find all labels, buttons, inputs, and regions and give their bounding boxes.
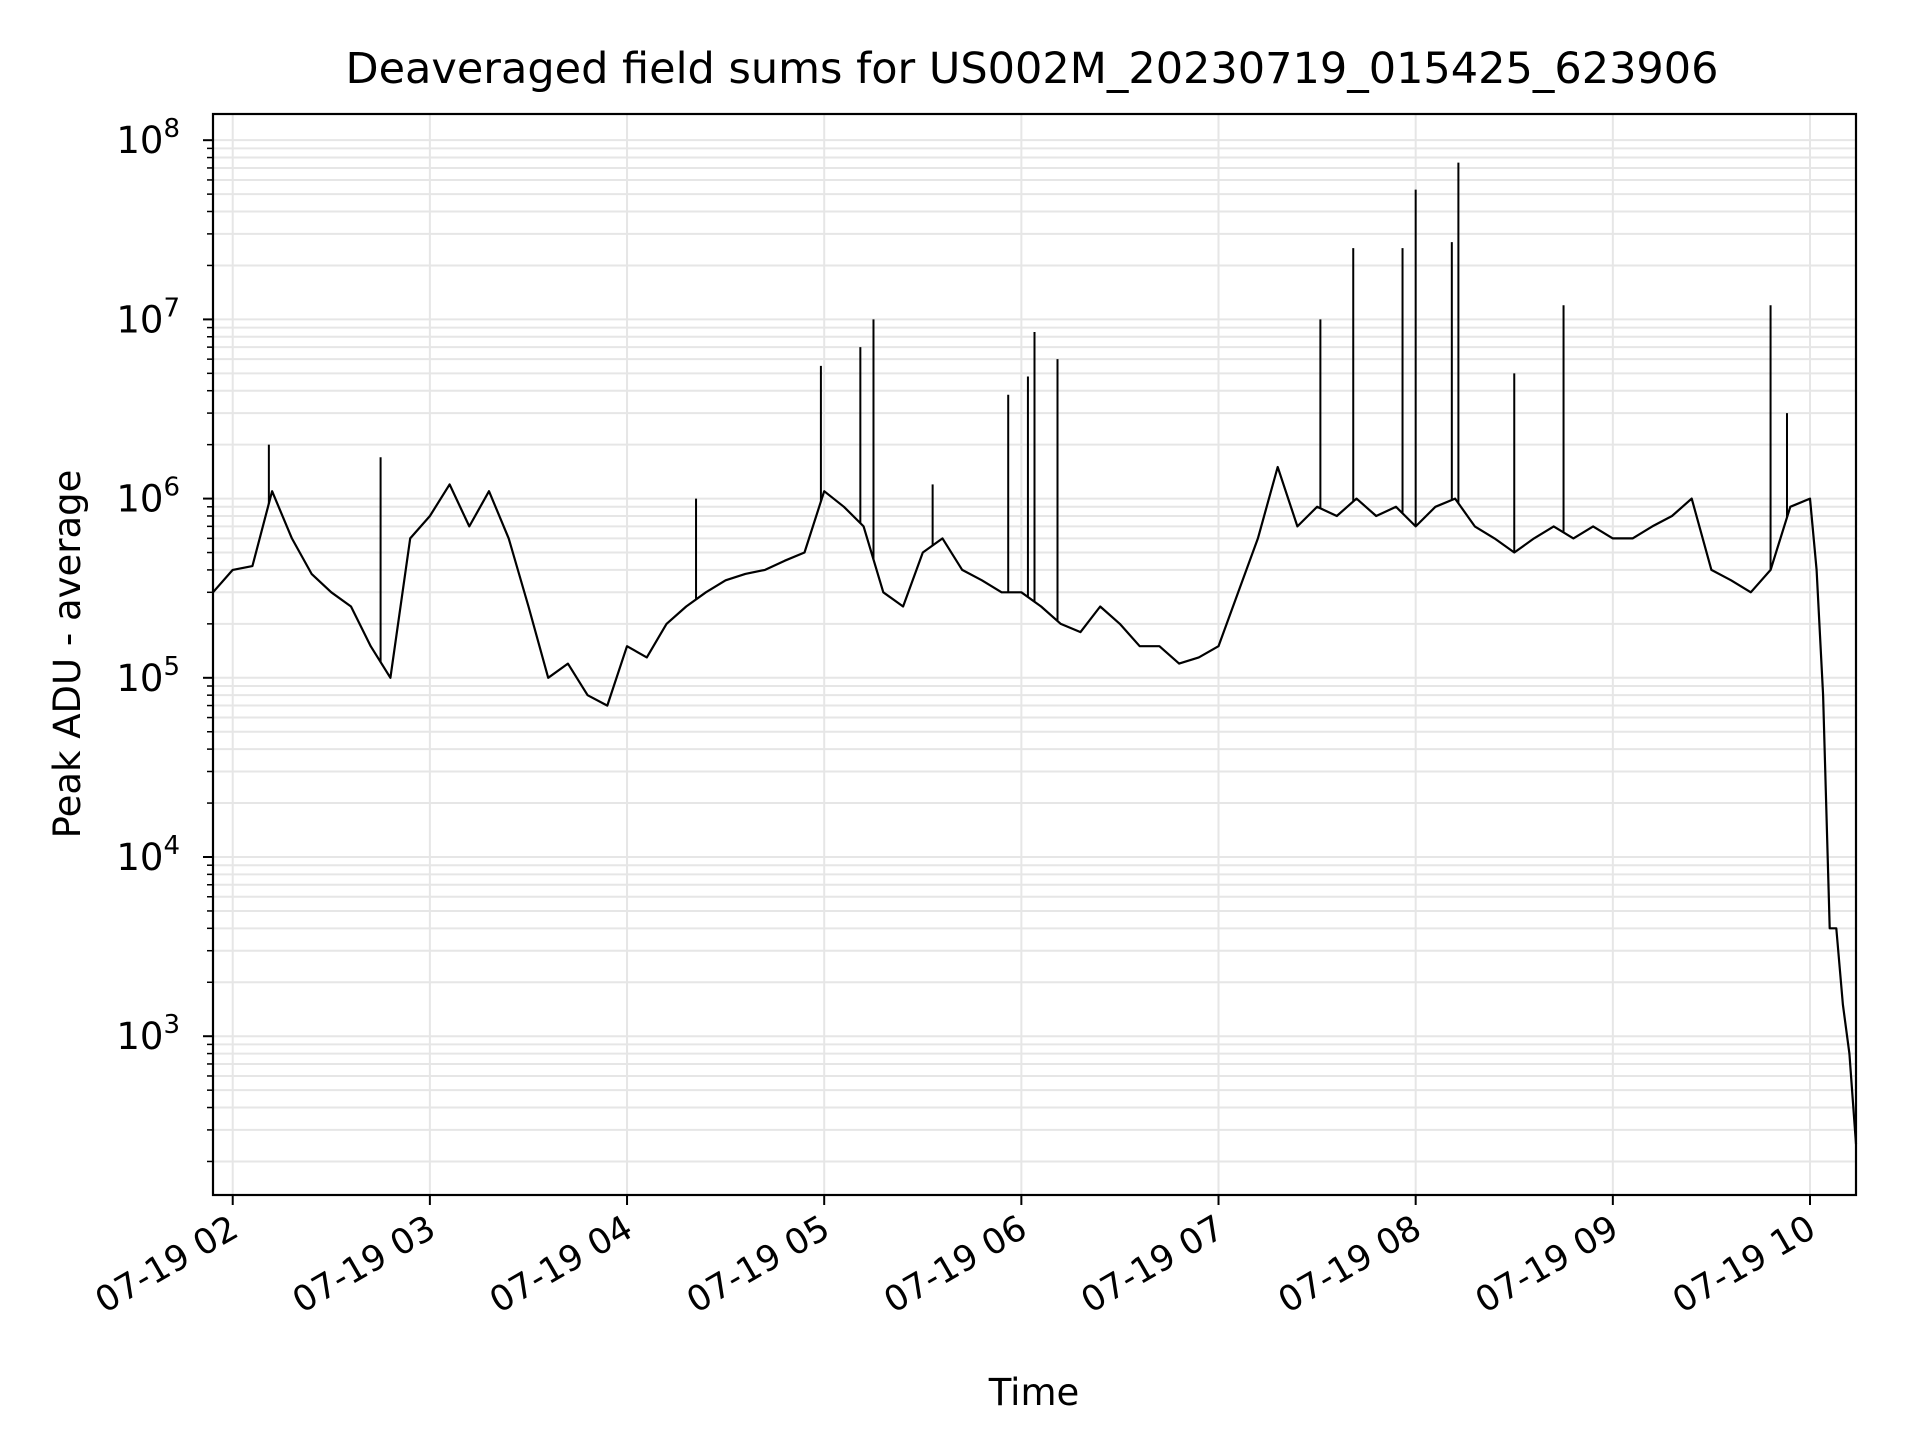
y-axis-label: Peak ADU - average — [46, 470, 89, 839]
y-tick-label: 106 — [116, 473, 180, 521]
y-tick-label: 107 — [116, 293, 180, 341]
plot-frame — [211, 112, 1858, 1197]
series-polyline — [212, 465, 1858, 1145]
x-axis-label: Time — [988, 1371, 1080, 1414]
y-axis: 103 104 105 106 107 108 — [116, 114, 213, 1058]
y-tick-label: 104 — [116, 831, 180, 879]
y-tick-label: 103 — [116, 1010, 180, 1058]
y-tick-label: 105 — [116, 652, 180, 700]
chart-title: Deaveraged field sums for US002M_2023071… — [345, 44, 1718, 94]
major-gridlines — [213, 114, 1856, 1195]
series-line — [212, 162, 1858, 1145]
y-tick-label: 108 — [116, 114, 180, 162]
